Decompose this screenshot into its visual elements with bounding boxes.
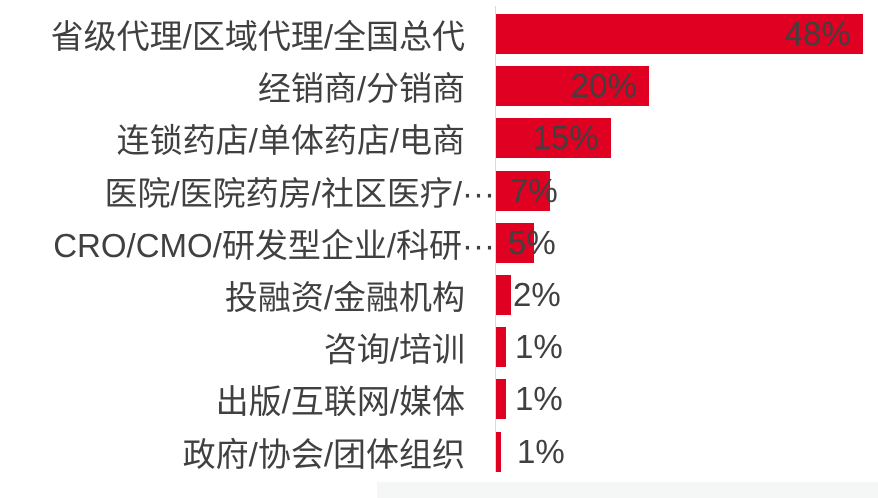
value-label: 7% [510, 171, 558, 209]
value-label: 2% [513, 276, 561, 314]
value-label: 1% [515, 328, 563, 366]
bar-row: 省级代理/区域代理/全国总代 48% [0, 8, 878, 60]
plot-cell: 1% [496, 426, 878, 478]
bar [496, 222, 535, 263]
category-label: 政府/协会/团体组织 [0, 426, 495, 478]
plot-cell: 20% [496, 60, 878, 112]
plot-cell: 15% [496, 112, 878, 164]
y-axis-line [495, 6, 496, 472]
plot-cell: 1% [496, 373, 878, 425]
bar [496, 118, 611, 159]
category-label: 经销商/分销商 [0, 60, 495, 112]
bar-row: 经销商/分销商 20% [0, 60, 878, 112]
plot-cell: 48% [496, 8, 878, 60]
bar-row: 出版/互联网/媒体 1% [0, 373, 878, 425]
category-label: 投融资/金融机构 [0, 269, 495, 321]
footer-strip [377, 482, 878, 498]
value-label: 5% [508, 223, 556, 261]
bar-row: CRO/CMO/研发型企业/科研··· 5% [0, 217, 878, 269]
category-label-text: 省级代理/区域代理/全国总代 [50, 18, 465, 56]
category-label: 咨询/培训 [0, 321, 495, 373]
plot-cell: 7% [496, 165, 878, 217]
category-label-text: 投融资/金融机构 [224, 279, 465, 317]
bar [496, 170, 550, 211]
bar [496, 275, 512, 316]
category-label-text: 医院/医院药房/社区医疗/··· [104, 174, 495, 212]
bar [496, 431, 501, 472]
category-label-text: 连锁药店/单体药店/电商 [116, 122, 465, 160]
bar-row: 政府/协会/团体组织 1% [0, 426, 878, 478]
category-label: 医院/医院药房/社区医疗/··· [0, 165, 495, 217]
category-label-text: 出版/互联网/媒体 [215, 383, 465, 421]
bar-row: 连锁药店/单体药店/电商 15% [0, 112, 878, 164]
value-label: 15% [532, 119, 599, 157]
category-label-text: 政府/协会/团体组织 [182, 435, 465, 473]
category-label: 出版/互联网/媒体 [0, 373, 495, 425]
value-label: 48% [784, 15, 851, 53]
bar [496, 379, 506, 420]
bar-row: 咨询/培训 1% [0, 321, 878, 373]
category-label-text: CRO/CMO/研发型企业/科研··· [53, 226, 495, 264]
plot-cell: 2% [496, 269, 878, 321]
bar [496, 327, 506, 368]
value-label: 1% [517, 432, 565, 470]
bar-row: 投融资/金融机构 2% [0, 269, 878, 321]
value-label: 1% [515, 380, 563, 418]
bar-row: 医院/医院药房/社区医疗/··· 7% [0, 165, 878, 217]
bar [496, 14, 863, 55]
plot-cell: 5% [496, 217, 878, 269]
bar [496, 66, 649, 107]
plot-cell: 1% [496, 321, 878, 373]
category-label: CRO/CMO/研发型企业/科研··· [0, 217, 495, 269]
category-label-text: 经销商/分销商 [257, 70, 465, 108]
category-label: 省级代理/区域代理/全国总代 [0, 8, 495, 60]
value-label: 20% [570, 67, 637, 105]
category-label-text: 咨询/培训 [323, 331, 465, 369]
chart-rows: 省级代理/区域代理/全国总代 48% 经销商/分销商 20% 连锁药店/单体药店… [0, 8, 878, 478]
category-label: 连锁药店/单体药店/电商 [0, 112, 495, 164]
